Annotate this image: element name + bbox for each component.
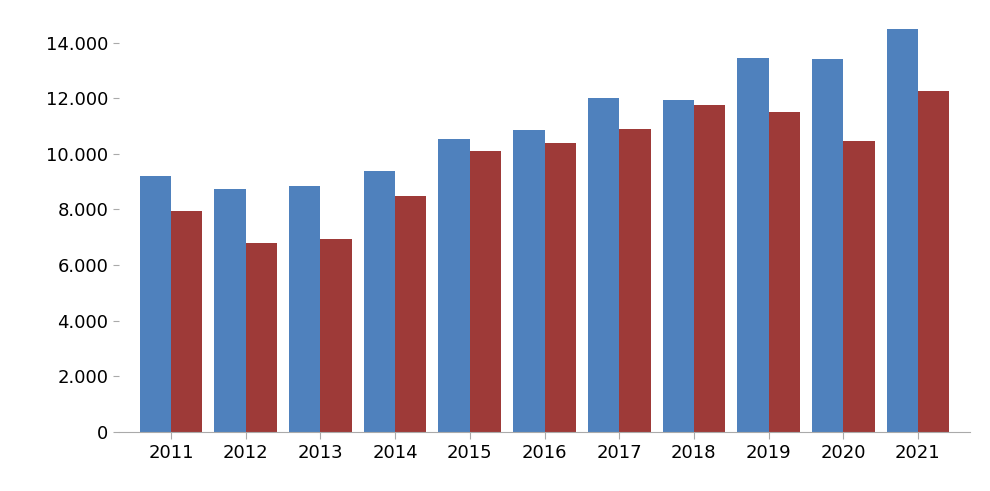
Bar [619,129,650,432]
Bar [513,130,545,432]
Bar [918,91,949,432]
Bar [140,176,171,432]
Bar [363,170,395,432]
Bar [738,58,768,432]
Bar [887,28,918,432]
Bar [694,105,726,432]
Bar [289,186,321,432]
Bar [812,59,843,432]
Bar [171,211,202,432]
Bar [544,143,576,432]
Bar [439,138,470,432]
Bar [768,112,800,432]
Bar [662,100,694,432]
Bar [321,239,351,432]
Bar [215,189,246,432]
Bar [588,98,619,432]
Bar [843,141,874,432]
Bar [470,151,501,432]
Bar [395,195,427,432]
Bar [246,243,277,432]
